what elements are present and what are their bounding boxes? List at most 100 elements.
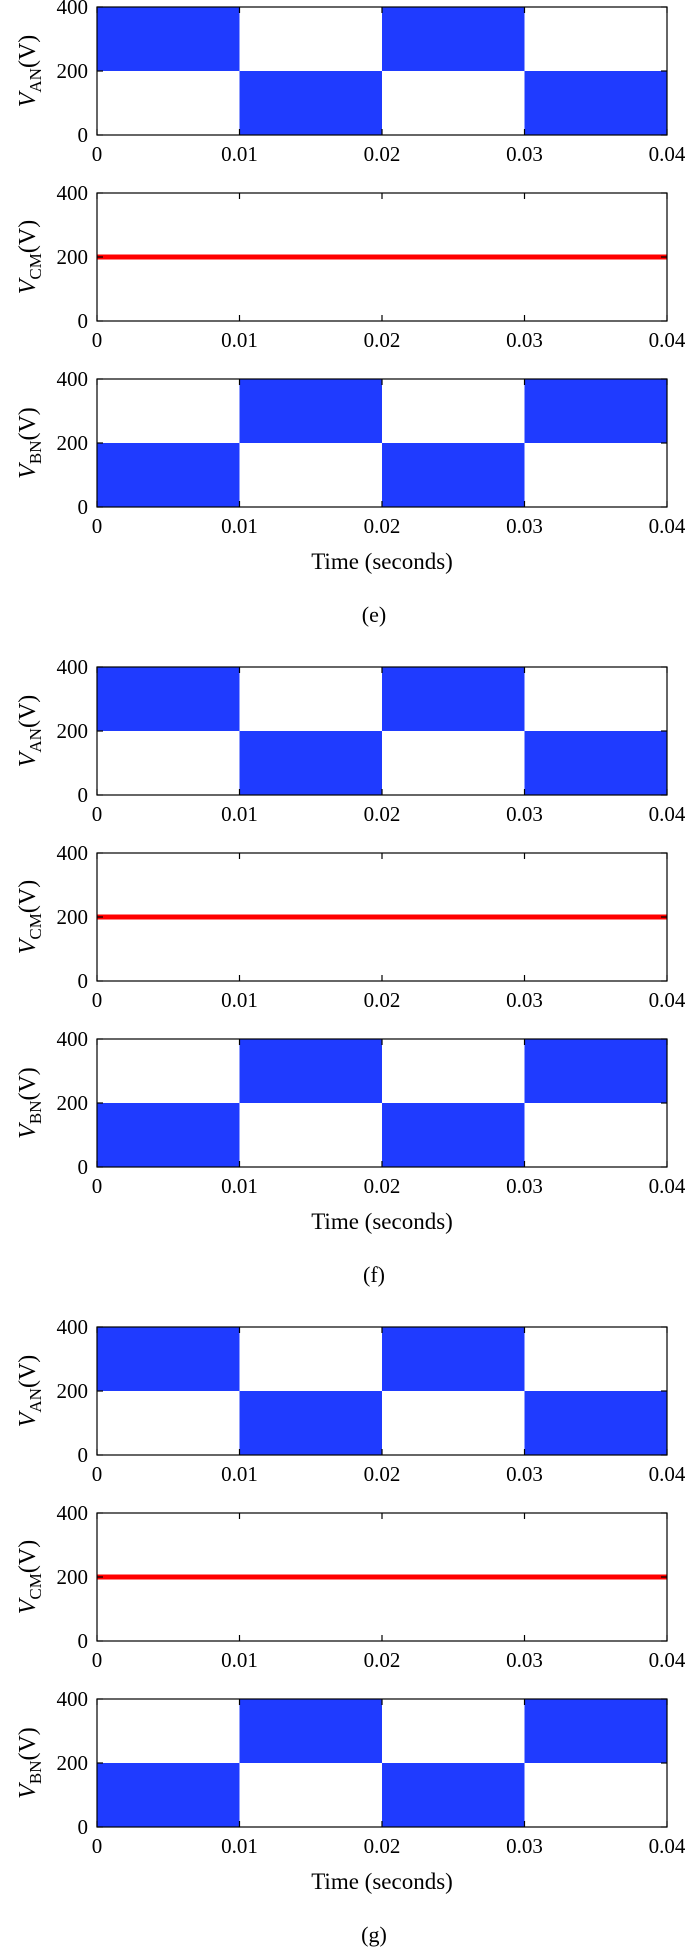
x-tick-label: 0.01 [221,514,258,538]
figure-caption: (f) [363,1262,385,1287]
y-label-sub: AN [26,68,45,93]
y-label-main: V [15,1782,41,1799]
x-tick-label: 0.01 [221,802,258,826]
x-tick-label: 0.04 [649,1462,685,1486]
y-label-unit: (V) [15,1540,41,1573]
y-label-main: V [15,1410,41,1427]
x-tick-label: 0.03 [506,514,543,538]
x-tick-label: 0.03 [506,1462,543,1486]
y-label-unit: (V) [15,880,41,913]
pwm-band-0 [97,1327,240,1391]
x-tick-label: 0.04 [649,988,685,1012]
y-tick-label: 0 [78,1443,89,1467]
x-tick-label: 0 [92,328,103,352]
x-tick-label: 0.03 [506,328,543,352]
panel-bn: 0 200 400 0 0.01 0.02 0.03 0.04 VBN(V) [15,1027,685,1198]
y-label-sub: AN [26,728,45,753]
y-label-sub: BN [26,1761,45,1785]
y-tick-label: 400 [57,655,89,679]
x-tick-label: 0.01 [221,142,258,166]
y-axis-label: VCM(V) [15,880,45,954]
pwm-band-1 [239,1039,382,1103]
figure-caption: (g) [361,1922,387,1947]
y-tick-label: 200 [57,245,89,269]
x-tick-label: 0.03 [506,1174,543,1198]
y-tick-label: 200 [57,59,89,83]
y-tick-label: 400 [57,1315,89,1339]
x-tick-label: 0.04 [649,802,685,826]
x-tick-label: 0.04 [649,1648,685,1672]
panel-an: 0 200 400 0 0.01 0.02 0.03 0.04 VAN(V) [15,655,685,826]
panel-an: 0 200 400 0 0.01 0.02 0.03 0.04 VAN(V) [15,0,685,166]
panel-bn: 0 200 400 0 0.01 0.02 0.03 0.04 VBN(V) [15,1687,685,1858]
pwm-band-1 [239,731,382,795]
x-tick-label: 0.03 [506,142,543,166]
y-label-sub: BN [26,1101,45,1125]
y-label-unit: (V) [15,1067,41,1100]
x-tick-label: 0.02 [364,1834,401,1858]
y-axis-label: VAN(V) [15,35,45,108]
y-tick-label: 0 [78,1155,89,1179]
x-tick-label: 0 [92,142,103,166]
y-label-main: V [15,1597,41,1614]
pwm-band-2 [382,1103,525,1167]
x-tick-label: 0 [92,1174,103,1198]
pwm-band-0 [97,443,240,507]
x-tick-label: 0.04 [649,514,685,538]
y-axis-label: VCM(V) [15,220,45,294]
y-axis-label: VAN(V) [15,1355,45,1428]
x-tick-label: 0.01 [221,1648,258,1672]
pwm-band-2 [382,1763,525,1827]
x-tick-label: 0.02 [364,328,401,352]
y-tick-label: 0 [78,1815,89,1839]
y-tick-label: 400 [57,1027,89,1051]
pwm-band-3 [524,379,667,443]
x-tick-label: 0.01 [221,1834,258,1858]
panel-cm: 0 200 400 0 0.01 0.02 0.03 0.04 VCM(V) [15,841,685,1012]
pwm-band-1 [239,1699,382,1763]
y-label-sub: CM [26,913,45,939]
y-tick-label: 400 [57,1501,89,1525]
pwm-band-3 [524,1039,667,1103]
x-tick-label: 0.02 [364,1174,401,1198]
y-axis-label: VCM(V) [15,1540,45,1614]
figure-caption: (e) [362,602,386,627]
pwm-band-1 [239,71,382,135]
y-label-main: V [15,937,41,954]
y-tick-label: 0 [78,1629,89,1653]
pwm-band-0 [97,7,240,71]
y-tick-label: 0 [78,309,89,333]
y-axis-label: VBN(V) [15,1067,45,1139]
pwm-band-0 [97,1763,240,1827]
y-label-unit: (V) [15,1727,41,1760]
x-tick-label: 0.02 [364,514,401,538]
pwm-band-3 [524,1699,667,1763]
pwm-band-1 [239,1391,382,1455]
y-label-sub: CM [26,1573,45,1599]
x-tick-label: 0.01 [221,328,258,352]
y-axis-label: VBN(V) [15,1727,45,1799]
y-tick-label: 0 [78,123,89,147]
y-tick-label: 200 [57,1091,89,1115]
y-label-sub: BN [26,441,45,465]
pwm-band-3 [524,71,667,135]
y-label-unit: (V) [15,35,41,68]
pwm-band-1 [239,379,382,443]
x-tick-label: 0.04 [649,1174,685,1198]
y-tick-label: 200 [57,1565,89,1589]
y-tick-label: 0 [78,783,89,807]
y-label-main: V [15,277,41,294]
y-tick-label: 200 [57,905,89,929]
y-label-sub: AN [26,1388,45,1413]
y-label-unit: (V) [15,220,41,253]
y-tick-label: 400 [57,367,89,391]
pwm-band-2 [382,667,525,731]
pwm-band-3 [524,731,667,795]
y-label-unit: (V) [15,1355,41,1388]
y-label-main: V [15,750,41,767]
x-tick-label: 0.02 [364,1648,401,1672]
